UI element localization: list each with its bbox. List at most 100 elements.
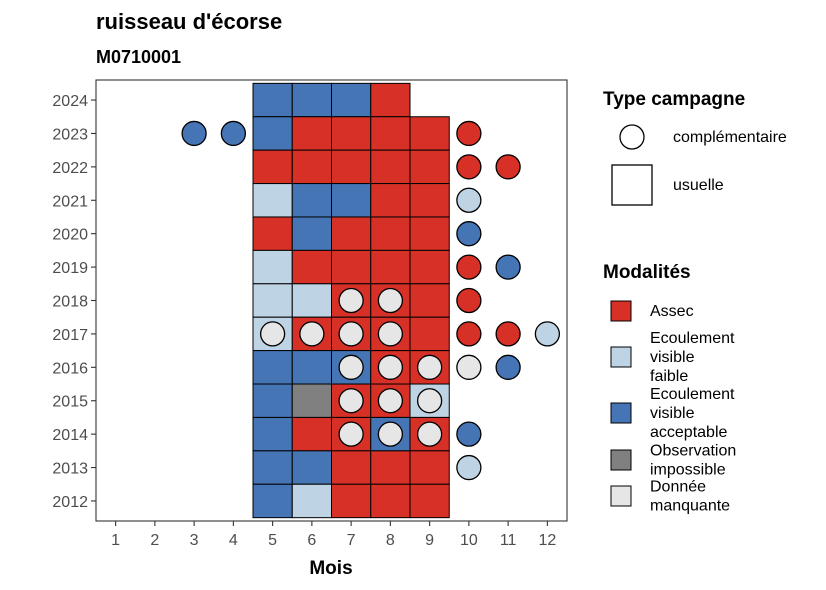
tile-2021-8: [370, 183, 411, 218]
point-2023-3: [181, 120, 207, 147]
tile-2021-7: [331, 183, 372, 218]
x-tick-label: 3: [190, 532, 199, 549]
point-2016-11: [495, 354, 521, 380]
point-2014-10: [456, 421, 482, 447]
chart-title: ruisseau d'écorse: [96, 9, 282, 34]
point-2018-7: [338, 287, 364, 314]
legend-modalite-swatch: [610, 300, 632, 322]
tile-2015-6: [291, 383, 332, 418]
tile-2013-6: [291, 450, 332, 485]
tile-2022-6: [291, 149, 332, 185]
tile-2020-5: [252, 216, 293, 251]
y-tick-label: 2016: [52, 360, 88, 377]
tile-2022-8: [370, 149, 411, 185]
tile-2012-8: [370, 483, 411, 519]
point-2015-9: [416, 388, 443, 414]
tile-2014-5: [252, 416, 293, 452]
point-2022-10: [456, 154, 482, 180]
point-2017-7: [338, 321, 364, 347]
tile-2016-6: [291, 350, 332, 385]
x-tick-label: 5: [268, 532, 277, 549]
legend-modalites-title: Modalités: [603, 262, 691, 283]
legend-modalite-swatch: [610, 346, 632, 368]
tile-2018-5: [252, 283, 293, 318]
tile-2020-9: [409, 216, 450, 251]
tile-2024-6: [291, 82, 332, 118]
tile-2024-5: [252, 82, 293, 118]
tile-2012-6: [291, 483, 332, 519]
legend: Type campagne complémentaire usuelle Modali…: [603, 89, 787, 515]
x-tick-label: 10: [460, 532, 478, 549]
tile-2020-8: [370, 216, 411, 251]
tile-2022-5: [252, 149, 293, 185]
point-2014-9: [416, 421, 443, 447]
tile-2014-6: [291, 416, 332, 452]
tile-2013-7: [331, 450, 372, 485]
tile-2018-9: [409, 283, 450, 318]
tile-2021-5: [252, 183, 293, 218]
point-2017-10: [456, 321, 482, 347]
point-2016-10: [456, 354, 482, 380]
tile-2016-5: [252, 350, 293, 385]
y-tick-label: 2017: [52, 327, 88, 344]
point-2018-10: [456, 287, 482, 314]
legend-type-square-icon: [611, 164, 653, 206]
legend-modalite-label: Donnée manquante: [650, 479, 730, 515]
tile-2020-6: [291, 216, 332, 251]
legend-modalite-swatch: [610, 402, 632, 424]
y-tick-label: 2022: [52, 160, 88, 177]
tile-2012-5: [252, 483, 293, 519]
legend-modalite-label: Observation impossible: [650, 443, 736, 479]
tile-2022-7: [331, 149, 372, 185]
legend-modalite-swatch: [610, 449, 632, 471]
tile-2023-6: [291, 116, 332, 151]
x-tick-label: 9: [425, 532, 434, 549]
point-2016-8: [377, 354, 404, 380]
legend-type-label: complémentaire: [673, 129, 787, 146]
tile-2015-5: [252, 383, 293, 418]
tile-2013-8: [370, 450, 411, 485]
tile-2021-6: [291, 183, 332, 218]
y-tick-label: 2023: [52, 126, 88, 143]
tile-2019-5: [252, 249, 293, 285]
point-2013-10: [456, 454, 482, 481]
point-2016-9: [416, 354, 443, 380]
tile-2013-9: [409, 450, 450, 485]
y-tick-label: 2012: [52, 494, 88, 511]
x-tick-label: 1: [111, 532, 120, 549]
tile-2022-9: [409, 149, 450, 185]
tile-2012-9: [409, 483, 450, 519]
point-2016-7: [338, 354, 364, 380]
point-2015-7: [338, 388, 364, 414]
point-2017-6: [299, 321, 325, 347]
x-tick-label: 12: [538, 532, 556, 549]
plot-area: [95, 79, 568, 522]
y-tick-label: 2015: [52, 394, 88, 411]
point-2014-7: [338, 421, 364, 447]
y-tick-label: 2013: [52, 461, 88, 478]
point-2017-11: [495, 321, 521, 347]
x-axis-title: Mois: [309, 558, 352, 579]
legend-modalite-label: Ecoulement visible faible: [650, 330, 735, 385]
chart-subtitle: M0710001: [96, 47, 181, 67]
tile-2019-9: [409, 249, 450, 285]
point-2019-11: [495, 254, 521, 280]
y-tick-label: 2019: [52, 260, 88, 277]
x-tick-label: 2: [150, 532, 159, 549]
tile-2018-6: [291, 283, 332, 318]
x-tick-label: 11: [500, 532, 517, 549]
tile-2017-9: [409, 316, 450, 352]
point-2017-5: [259, 321, 286, 347]
point-2014-8: [377, 421, 404, 447]
y-tick-label: 2021: [52, 193, 88, 210]
point-2019-10: [456, 254, 482, 280]
point-2018-8: [377, 287, 404, 314]
tile-2021-9: [409, 183, 450, 218]
legend-type-circle-icon: [619, 124, 645, 150]
point-2023-4: [220, 120, 247, 147]
y-tick-label: 2024: [52, 93, 88, 110]
tile-2023-9: [409, 116, 450, 151]
tile-2019-6: [291, 249, 332, 285]
point-2020-10: [456, 221, 482, 247]
